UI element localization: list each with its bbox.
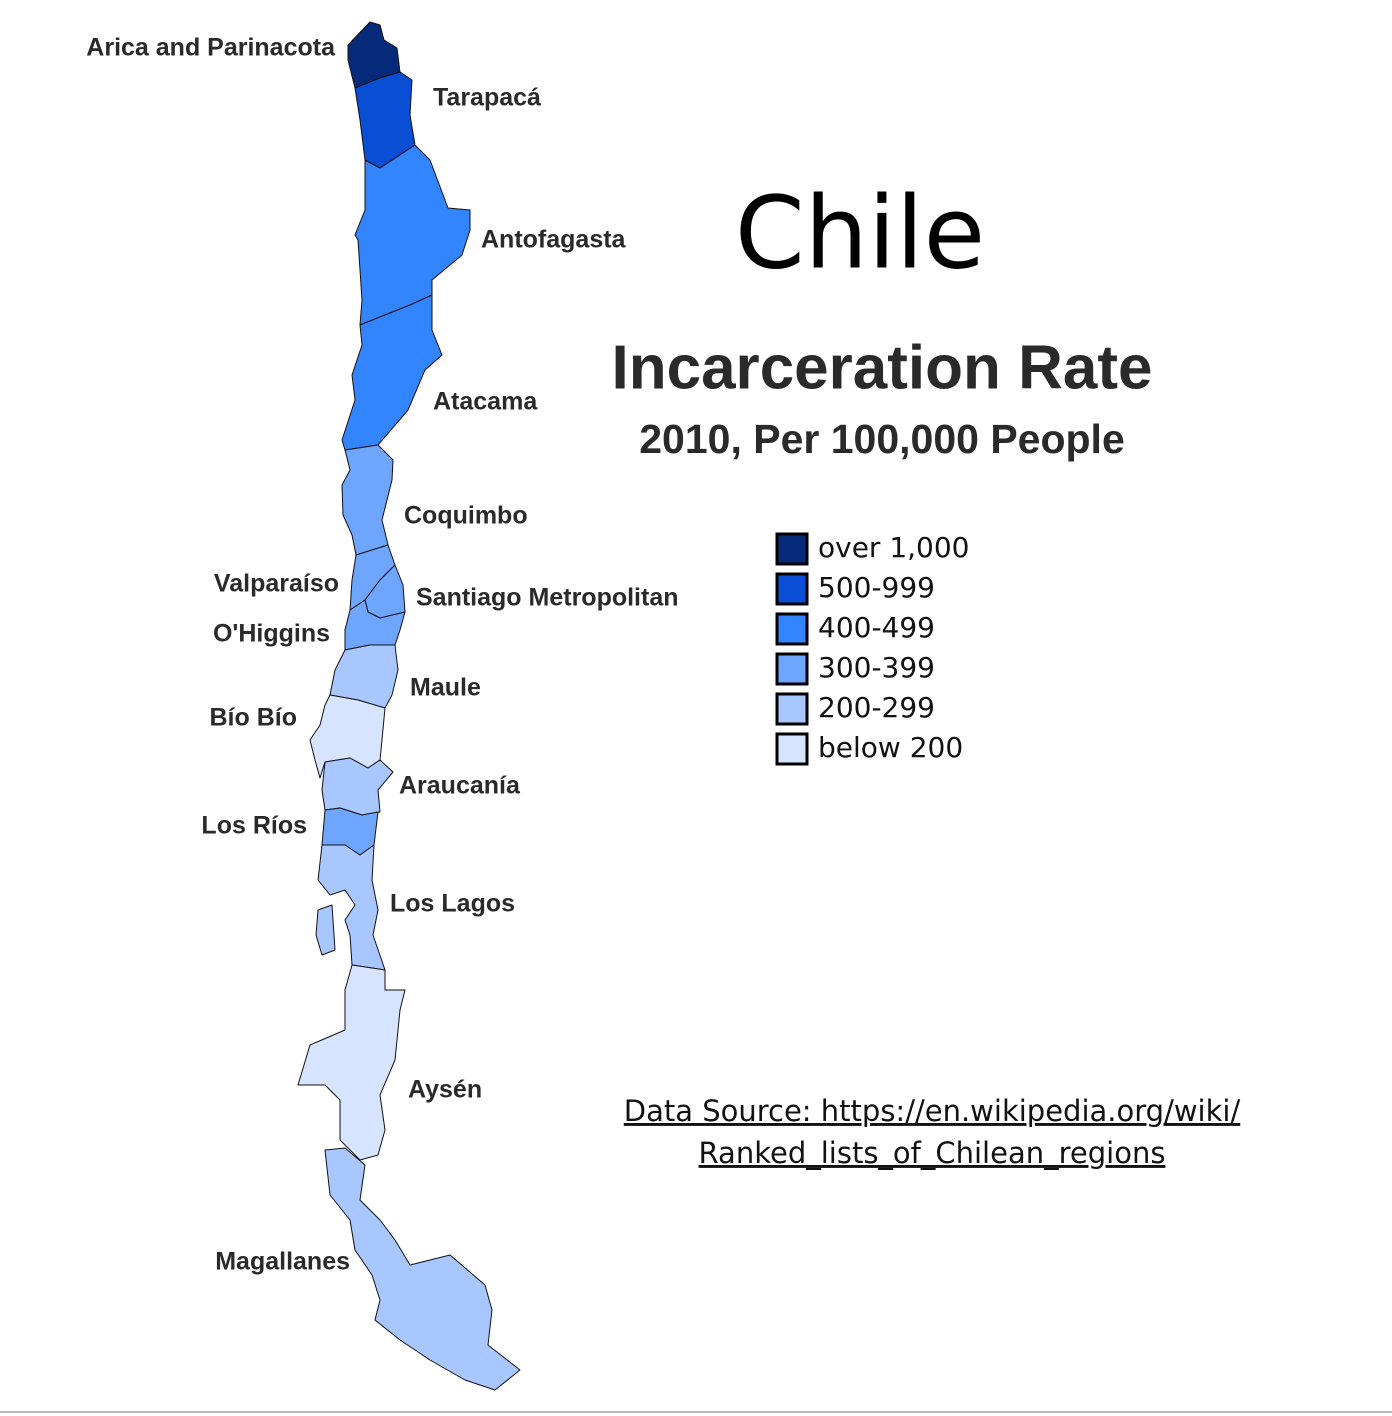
labels: Arica and Parinacota Tarapacá Antofagasta A… xyxy=(86,34,678,1276)
region-label: Antofagasta xyxy=(481,226,627,254)
legend-label: 400-499 xyxy=(818,611,935,644)
region-label: Coquimbo xyxy=(404,502,528,530)
region xyxy=(315,904,336,956)
region-label: Valparaíso xyxy=(214,570,339,598)
region xyxy=(344,599,406,651)
legend-swatch xyxy=(775,732,809,766)
legend-label: below 200 xyxy=(818,731,963,764)
region xyxy=(297,964,406,1161)
region xyxy=(321,757,394,816)
legend-label: 500-999 xyxy=(818,571,935,604)
region xyxy=(341,444,394,556)
legend-label: 200-299 xyxy=(818,691,935,724)
legend-label: 300-399 xyxy=(818,651,935,684)
region-label: Los Ríos xyxy=(201,812,307,840)
subtitle: Incarceration Rate xyxy=(612,333,1153,402)
region xyxy=(354,144,471,326)
region xyxy=(341,294,443,451)
legend-swatch xyxy=(775,612,809,646)
regions xyxy=(297,21,521,1391)
region-label: Bío Bío xyxy=(210,704,298,732)
legend-swatch xyxy=(775,572,809,606)
region-label: Aysén xyxy=(408,1076,482,1104)
region-label: O'Higgins xyxy=(213,620,330,648)
region-label: Magallanes xyxy=(215,1248,350,1276)
source: Data Source: https://en.wikipedia.org/wi… xyxy=(624,1094,1241,1128)
legend-swatch xyxy=(775,532,809,566)
legend-swatch xyxy=(775,692,809,726)
region xyxy=(347,21,401,89)
region-label: Atacama xyxy=(433,388,538,416)
region-label: Santiago Metropolitan xyxy=(416,584,679,612)
title: Chile xyxy=(735,174,985,291)
region-label: Araucanía xyxy=(399,772,521,800)
region xyxy=(329,644,399,709)
region xyxy=(354,71,416,169)
legend-swatch xyxy=(775,652,809,686)
region-label: Tarapacá xyxy=(433,84,541,112)
region xyxy=(324,1147,521,1391)
source: Ranked_lists_of_Chilean_regions xyxy=(699,1136,1166,1170)
region-label: Arica and Parinacota xyxy=(86,34,336,62)
region-label: Los Lagos xyxy=(390,890,515,918)
legend-label: over 1,000 xyxy=(818,531,970,564)
legend: over 1,000 500-999 400-499 300-399 200-299 be… xyxy=(775,531,970,766)
region-label: Maule xyxy=(410,674,481,702)
subtitle2: 2010, Per 100,000 People xyxy=(639,416,1125,462)
